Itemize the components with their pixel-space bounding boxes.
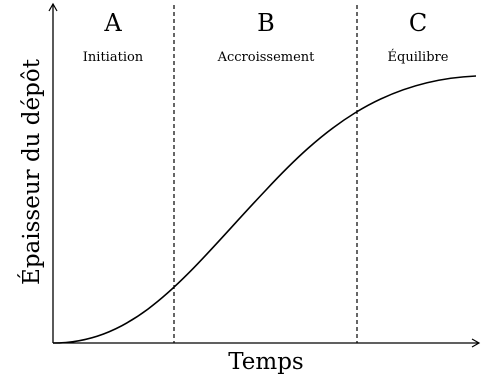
growth-curve	[52, 75, 477, 344]
x-axis-label: Temps	[228, 349, 304, 375]
phase-letter: C	[409, 9, 427, 37]
phase-letter: A	[103, 9, 122, 37]
y-axis-label: Épaisseur du dépôt	[18, 58, 45, 285]
phase-name: Accroissement	[217, 50, 316, 65]
phase-name: Équilibre	[388, 49, 449, 65]
phase-name: Initiation	[83, 50, 144, 65]
phase-letter: B	[257, 9, 275, 37]
